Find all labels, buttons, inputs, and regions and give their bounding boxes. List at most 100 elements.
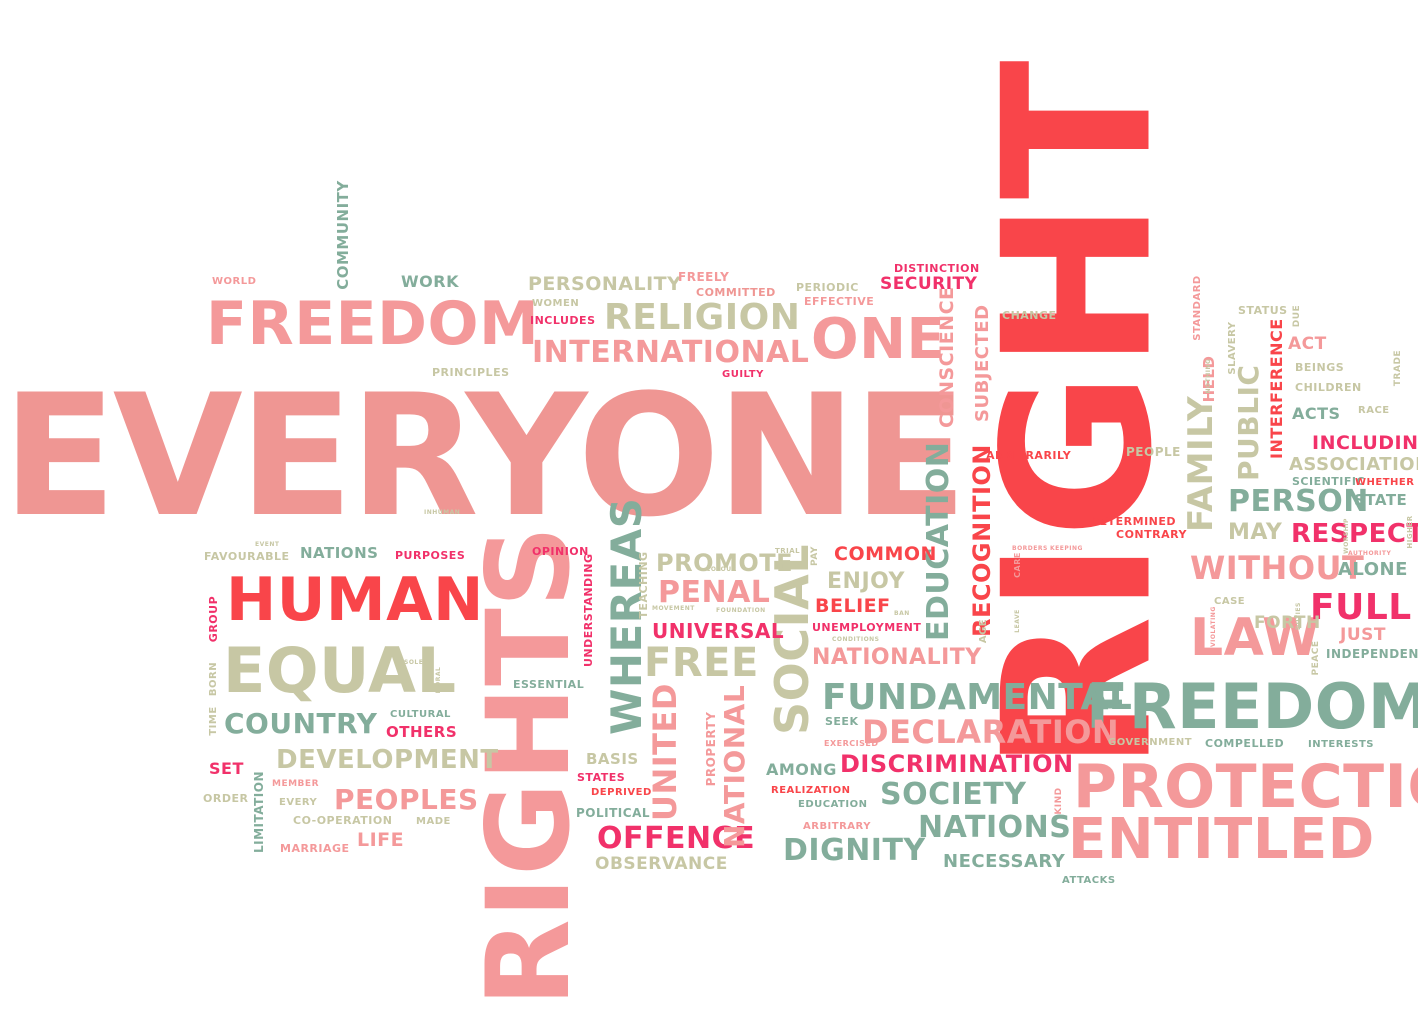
word-distinction: DISTINCTION [894,262,980,275]
word-declaration: DECLARATION [862,713,1120,751]
word-offence: OFFENCE [597,821,756,856]
word-nations: NATIONS [918,810,1072,845]
word-cultural: CULTURAL [390,709,451,720]
word-community: COMMUNITY [334,180,352,290]
word-nations-small: NATIONS [300,544,379,562]
word-order: ORDER [203,792,249,805]
word-states: STATES [577,771,626,784]
word-scientific: SCIENTIFIC [1292,475,1366,488]
word-freely: FREELY [678,270,730,284]
word-fundamental: FUNDAMENTAL [822,677,1133,718]
word-forth: FORTH [1254,613,1321,633]
word-recognition: RECOGNITION [968,444,996,637]
word-periodic: PERIODIC [796,281,859,294]
word-family: FAMILY [1181,395,1221,532]
word-determined: DETERMINED [1090,515,1177,528]
word-member: MEMBER [272,779,319,789]
word-right: RIGHT [960,59,1198,773]
word-violating: VIOLATING [1210,606,1217,647]
word-arbitrary: ARBITRARY [803,821,871,832]
word-case: CASE [1214,596,1246,607]
word-without: WITHOUT [1190,549,1365,587]
word-every: EVERY [279,797,318,808]
word-government: GOVERNMENT [1108,737,1193,748]
word-borders: BORDERS [1012,545,1048,552]
word-understanding: UNDERSTANDING [582,553,595,667]
word-protection: PROTECTION [1073,752,1418,822]
word-everyone: EVERYONE [2,358,968,554]
word-deprived: DEPRIVED [591,787,652,798]
word-nationality: NATIONALITY [812,645,982,670]
word-teaching: TEACHING [637,551,650,619]
word-whether: WHETHER [1355,477,1415,488]
word-promote: PROMOTE [656,549,794,577]
word-exercised: EXERCISED [824,739,879,748]
word-set: SET [209,759,244,778]
word-group: GROUP [207,595,220,643]
word-among: AMONG [766,760,837,779]
word-interference: INTERFERENCE [1267,318,1286,459]
word-basis: BASIS [586,750,639,768]
word-care: CARE [1013,552,1022,578]
word-realization: REALIZATION [771,785,851,796]
word-principles: PRINCIPLES [432,366,510,379]
word-international: INTERNATIONAL [532,335,810,370]
word-freedoms: FREEDOMS [1086,670,1418,743]
word-unemployment: UNEMPLOYMENT [812,621,922,634]
word-religion: RELIGION [604,297,801,338]
word-authority: AUTHORITY [1348,550,1392,557]
word-movement: MOVEMENT [652,605,695,612]
word-person: PERSON [1228,484,1369,519]
word-ban: BAN [894,610,910,617]
word-state: STATE [1354,491,1408,509]
word-law: LAW [1190,608,1320,668]
word-development: DEVELOPMENT [276,745,499,775]
word-act: ACT [1288,334,1327,354]
word-effective: EFFECTIVE [804,295,875,308]
word-life: LIFE [357,829,405,851]
word-made: MADE [416,816,451,827]
word-moral: MORAL [435,666,442,694]
word-seek: SEEK [825,715,859,728]
word-slavery: SLAVERY [1227,321,1238,375]
word-due: DUE [1292,304,1302,328]
word-peoples: PEOPLES [334,783,479,816]
word-inhuman: INHUMAN [424,509,461,516]
word-personality: PERSONALITY [528,273,682,295]
word-essential: ESSENTIAL [513,678,585,691]
word-interests: INTERESTS [1308,739,1374,750]
word-co-operation: CO-OPERATION [293,814,393,827]
word-change: CHANGE [1002,309,1057,322]
word-marriage: MARRIAGE [280,842,350,855]
word-kind: KIND [1054,787,1064,815]
word-country: COUNTRY [224,707,378,740]
word-age: AGE [978,618,989,644]
word-committed: COMMITTED [696,286,776,299]
word-penal: PENAL [658,575,771,610]
word-necessary: NECESSARY [943,851,1066,872]
word-national: NATIONAL [718,684,751,848]
word-foundation: FOUNDATION [716,607,766,614]
word-united: UNITED [646,683,684,821]
word-trial: TRIAL [775,547,801,555]
word-peace: PEACE [1311,640,1321,676]
word-pay: PAY [810,546,820,566]
word-children: CHILDREN [1295,381,1362,394]
word-conditions: CONDITIONS [832,636,880,643]
word-compelled: COMPELLED [1205,737,1285,750]
word-guilty: GUILTY [722,369,764,380]
word-purposes: PURPOSES [395,549,466,562]
word-one: ONE [811,307,946,372]
word-colour: COLOUR [706,566,737,573]
word-work: WORK [401,272,459,291]
word-subjected: SUBJECTED [972,304,993,422]
word-world: WORLD [212,276,257,287]
word-others: OTHERS [386,723,458,741]
word-equal: EQUAL [223,634,457,707]
word-arbitrarily: ARBITRARILY [986,449,1072,462]
word-just: JUST [1340,625,1386,645]
word-race: RACE [1358,405,1390,416]
word-property: PROPERTY [704,711,718,787]
word-human: HUMAN [226,565,484,635]
word-discrimination: DISCRIMINATION [840,750,1074,778]
